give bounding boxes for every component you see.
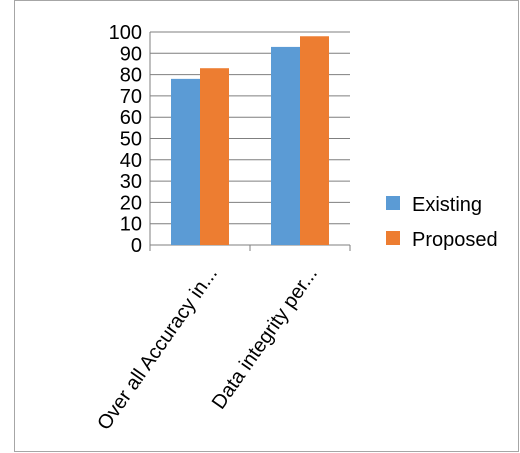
legend-swatch: [386, 196, 400, 210]
bar-proposed-0: [200, 68, 229, 246]
y-tick-label: 10: [120, 214, 142, 236]
legend-label: Proposed: [412, 229, 498, 251]
bar-proposed-1: [300, 36, 329, 246]
x-category-label: Data integrity per...: [208, 263, 322, 413]
y-tick-label: 60: [120, 107, 142, 129]
legend-label: Existing: [412, 194, 482, 216]
y-tick-label: 50: [120, 129, 142, 151]
bar-existing-0: [171, 78, 200, 245]
bar-existing-1: [271, 46, 300, 245]
y-tick-label: 100: [109, 22, 142, 44]
y-tick-label: 20: [120, 192, 142, 214]
y-tick-label: 80: [120, 65, 142, 87]
y-tick-label: 40: [120, 150, 142, 172]
chart-frame: [14, 0, 519, 452]
y-tick-label: 70: [120, 86, 142, 108]
y-tick-label: 0: [131, 235, 142, 257]
y-tick-label: 30: [120, 171, 142, 193]
x-category-label: Over all Accuracy in...: [93, 263, 222, 434]
legend-swatch: [386, 231, 400, 245]
y-tick-label: 90: [120, 43, 142, 65]
